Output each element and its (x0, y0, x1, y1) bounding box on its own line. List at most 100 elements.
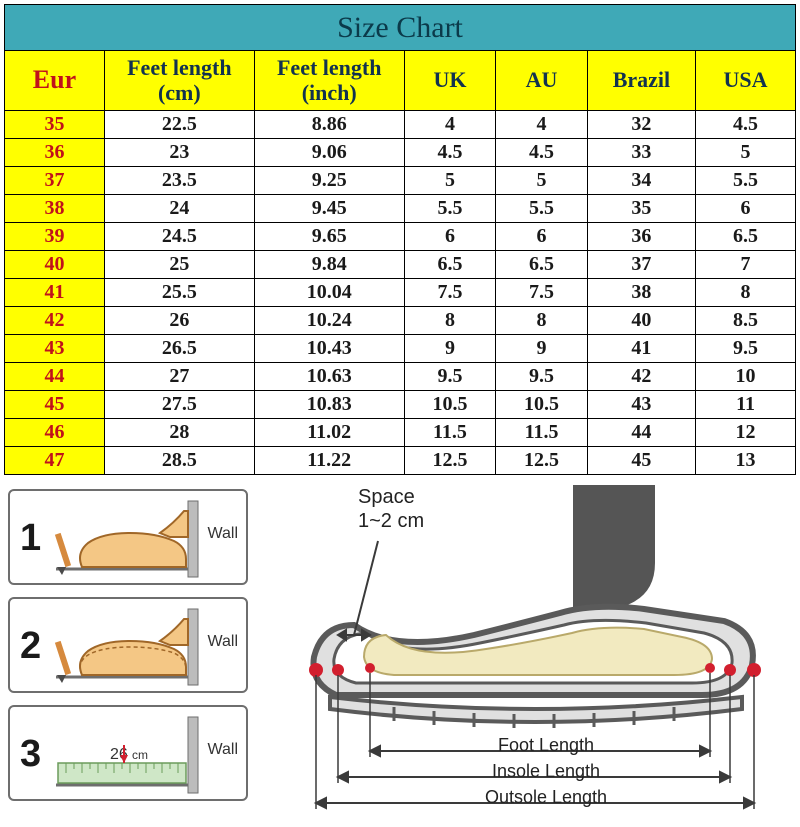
table-row: 4728.511.2212.512.54513 (5, 447, 796, 475)
step-number: 3 (20, 733, 41, 776)
cell-inch: 9.45 (254, 195, 404, 223)
step-panel-2: 2 Wall (8, 597, 248, 693)
cell-au: 5.5 (496, 195, 588, 223)
cell-usa: 4.5 (696, 111, 796, 139)
table-row: 442710.639.59.54210 (5, 363, 796, 391)
table-row: 422610.2488408.5 (5, 307, 796, 335)
foot-length-label: Foot Length (446, 735, 646, 756)
cell-usa: 6 (696, 195, 796, 223)
col-header-eur: Eur (5, 51, 105, 111)
table-row: 38249.455.55.5356 (5, 195, 796, 223)
cell-inch: 10.63 (254, 363, 404, 391)
step-panel-1: 1 Wall (8, 489, 248, 585)
cell-brazil: 38 (587, 279, 695, 307)
cell-inch: 11.22 (254, 447, 404, 475)
cell-usa: 5 (696, 139, 796, 167)
shoe-diagram: Space 1~2 cm (274, 485, 794, 821)
cell-uk: 6.5 (404, 251, 496, 279)
cell-inch: 10.83 (254, 391, 404, 419)
table-row: 4125.510.047.57.5388 (5, 279, 796, 307)
cell-eur: 45 (5, 391, 105, 419)
step-number: 1 (20, 517, 41, 560)
cell-uk: 8 (404, 307, 496, 335)
cell-brazil: 36 (587, 223, 695, 251)
cell-brazil: 37 (587, 251, 695, 279)
cell-usa: 11 (696, 391, 796, 419)
table-row: 36239.064.54.5335 (5, 139, 796, 167)
cell-cm: 23.5 (104, 167, 254, 195)
cell-au: 9 (496, 335, 588, 363)
cell-uk: 4.5 (404, 139, 496, 167)
cell-cm: 24 (104, 195, 254, 223)
header-row: Eur Feet length (cm) Feet length (inch) … (5, 51, 796, 111)
cell-inch: 10.43 (254, 335, 404, 363)
svg-text:cm: cm (132, 748, 148, 762)
cell-eur: 42 (5, 307, 105, 335)
step-panel-3: 3Wall26cm (8, 705, 248, 801)
cell-au: 6 (496, 223, 588, 251)
insole-length-label: Insole Length (446, 761, 646, 782)
cell-usa: 5.5 (696, 167, 796, 195)
cell-au: 11.5 (496, 419, 588, 447)
size-chart-table: Size Chart Eur Feet length (cm) Feet len… (4, 4, 796, 475)
cell-usa: 13 (696, 447, 796, 475)
cell-au: 4 (496, 111, 588, 139)
cell-usa: 8.5 (696, 307, 796, 335)
cell-cm: 23 (104, 139, 254, 167)
marker-foot-front (365, 663, 375, 673)
col-header-uk: UK (404, 51, 496, 111)
cell-inch: 10.04 (254, 279, 404, 307)
cell-eur: 46 (5, 419, 105, 447)
cell-uk: 6 (404, 223, 496, 251)
wall-label: Wall (207, 741, 238, 759)
cell-brazil: 35 (587, 195, 695, 223)
table-row: 4326.510.4399419.5 (5, 335, 796, 363)
table-row: 3522.58.8644324.5 (5, 111, 796, 139)
wall-label: Wall (207, 525, 238, 543)
cell-uk: 11.5 (404, 419, 496, 447)
cell-uk: 9.5 (404, 363, 496, 391)
cell-cm: 28.5 (104, 447, 254, 475)
cell-brazil: 32 (587, 111, 695, 139)
cell-cm: 27 (104, 363, 254, 391)
wall-label: Wall (207, 633, 238, 651)
outsole-length-label: Outsole Length (446, 787, 646, 808)
cell-eur: 44 (5, 363, 105, 391)
cell-uk: 5 (404, 167, 496, 195)
marker-outsole-back (747, 663, 761, 677)
step-number: 2 (20, 625, 41, 668)
cell-usa: 7 (696, 251, 796, 279)
cell-inch: 10.24 (254, 307, 404, 335)
cell-cm: 24.5 (104, 223, 254, 251)
cell-uk: 7.5 (404, 279, 496, 307)
cell-inch: 9.25 (254, 167, 404, 195)
cell-au: 12.5 (496, 447, 588, 475)
cell-inch: 9.06 (254, 139, 404, 167)
cell-uk: 5.5 (404, 195, 496, 223)
cell-au: 5 (496, 167, 588, 195)
cell-eur: 40 (5, 251, 105, 279)
table-row: 3723.59.2555345.5 (5, 167, 796, 195)
cell-au: 4.5 (496, 139, 588, 167)
cell-brazil: 45 (587, 447, 695, 475)
cell-inch: 8.86 (254, 111, 404, 139)
cell-eur: 38 (5, 195, 105, 223)
cell-eur: 41 (5, 279, 105, 307)
leg-shape (574, 485, 654, 617)
cell-au: 6.5 (496, 251, 588, 279)
cell-uk: 4 (404, 111, 496, 139)
cell-cm: 25 (104, 251, 254, 279)
step-illustration (52, 497, 202, 581)
cell-brazil: 34 (587, 167, 695, 195)
marker-insole-back (724, 664, 736, 676)
col-header-cm: Feet length (cm) (104, 51, 254, 111)
marker-foot-back (705, 663, 715, 673)
measurement-diagram: 1Wall2Wall3Wall26cm Space 1~2 cm (4, 483, 796, 823)
cell-inch: 9.84 (254, 251, 404, 279)
cell-uk: 12.5 (404, 447, 496, 475)
chart-title: Size Chart (5, 5, 796, 51)
cell-eur: 43 (5, 335, 105, 363)
cell-inch: 11.02 (254, 419, 404, 447)
cell-eur: 37 (5, 167, 105, 195)
outsole (330, 697, 742, 722)
